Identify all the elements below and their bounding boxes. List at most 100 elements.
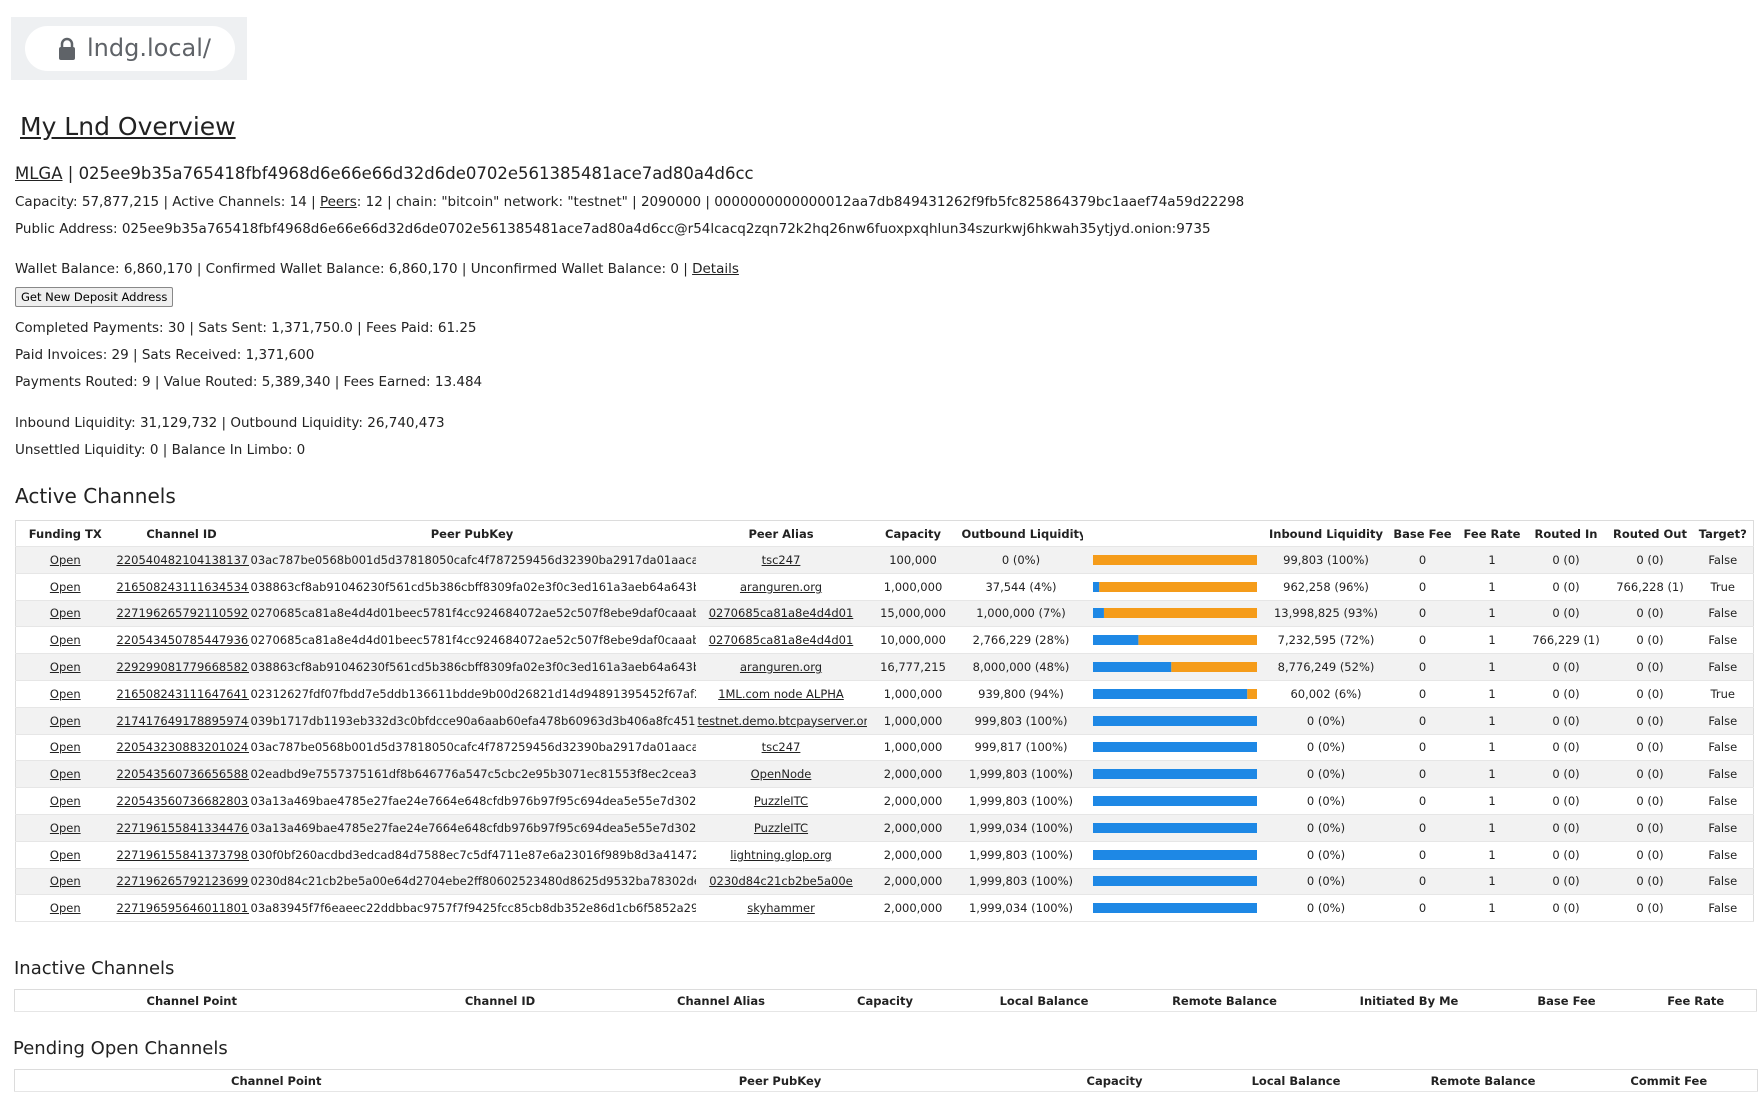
table-cell: 03a13a469bae4785e27fae24e7664e648cfdb976… xyxy=(249,814,696,841)
column-header: Base Fee xyxy=(1537,993,1596,1008)
lock-icon xyxy=(59,37,75,60)
cell-link[interactable]: 2271965956460118017 xyxy=(116,901,249,916)
page-title[interactable]: My Lnd Overview xyxy=(20,112,236,141)
table-cell: 0 (0) xyxy=(1525,547,1608,574)
cell-link[interactable]: Open xyxy=(49,606,81,621)
table-cell: 1 xyxy=(1460,895,1525,922)
table-cell: 038863cf8ab91046230f561cd5b386cbff8309fa… xyxy=(249,573,696,600)
cell-link[interactable]: OpenNode xyxy=(750,767,812,782)
cell-link[interactable]: Open xyxy=(49,686,81,701)
cell-text: 10,000,000 xyxy=(880,633,946,648)
cell-link[interactable]: Open xyxy=(49,633,81,648)
cell-text: 0 (0) xyxy=(1552,606,1580,621)
table-cell: 1,999,803 (100%) xyxy=(960,761,1083,788)
table-cell: 962,258 (96%) xyxy=(1267,573,1386,600)
cell-link[interactable]: lightning.glop.org xyxy=(730,847,832,862)
cell-text: 0 xyxy=(1418,820,1427,835)
cell-link[interactable]: Open xyxy=(49,874,81,889)
cell-link[interactable]: 0270685ca81a8e4d4d01 xyxy=(708,606,854,621)
cell-text: 1 xyxy=(1488,767,1496,782)
summary-line: Paid Invoices: 29 | Sats Received: 1,371… xyxy=(15,347,315,363)
cell-link[interactable]: 2271962657921236992 xyxy=(116,874,249,889)
table-cell: 02312627fdf07fbdd7e5ddb136611bdde9b00d26… xyxy=(249,680,696,707)
node-line: MLGA | 025ee9b35a765418fbf4968d6e66e66d3… xyxy=(15,164,754,183)
cell-link[interactable]: Open xyxy=(49,579,81,594)
cell-text: 0 (0) xyxy=(1636,901,1664,916)
cell-text: 2,000,000 xyxy=(883,901,943,916)
cell-text: 2,000,000 xyxy=(883,794,943,809)
cell-link[interactable]: Open xyxy=(49,767,81,782)
cell-link[interactable]: 1ML.com node ALPHA xyxy=(718,686,844,701)
table-cell: 0 xyxy=(1386,547,1460,574)
cell-link[interactable]: 2271961558413737985 xyxy=(116,847,249,862)
cell-link[interactable]: 2271962657921105921 xyxy=(116,606,249,621)
cell-link[interactable]: PuzzleITC xyxy=(753,820,809,835)
table-cell: 0 xyxy=(1386,895,1460,922)
inbound-bar xyxy=(1103,608,1257,619)
cell-link[interactable]: Open xyxy=(49,794,81,809)
cell-link[interactable]: Open xyxy=(49,660,81,675)
table-cell: False xyxy=(1693,868,1754,895)
table-cell: 2,000,000 xyxy=(867,895,960,922)
cell-link[interactable]: 2205432308832010240 xyxy=(116,740,249,755)
table-cell: Open xyxy=(16,734,115,761)
cell-link[interactable]: aranguren.org xyxy=(739,579,823,594)
cell-link[interactable]: PuzzleITC xyxy=(753,794,809,809)
header-row: Channel Point Peer PubKey Capacity Local Ba… xyxy=(14,1070,1758,1092)
table-cell: 0 xyxy=(1386,573,1460,600)
cell-text: 1 xyxy=(1488,713,1496,728)
peers-link[interactable]: Peers xyxy=(319,194,357,210)
table-cell: Open xyxy=(16,600,115,627)
details-link[interactable]: Details xyxy=(692,261,739,277)
deposit-button[interactable]: Get New Deposit Address xyxy=(15,287,174,307)
cell-text: 15,000,000 xyxy=(880,606,946,621)
cell-link[interactable]: 2292990817796685824 xyxy=(116,660,249,675)
table-cell: 0 (0) xyxy=(1608,547,1693,574)
column-header: Routed In xyxy=(1534,526,1598,541)
cell-link[interactable]: skyhammer xyxy=(747,901,815,916)
cell-link[interactable]: 2205434507854479360 xyxy=(116,633,249,648)
cell-link[interactable]: 2165082431116345345 xyxy=(116,579,249,594)
cell-link[interactable]: 0230d84c21cb2be5a00e xyxy=(709,874,853,889)
cell-link[interactable]: Open xyxy=(49,847,81,862)
bar-header xyxy=(1083,521,1267,547)
cell-link[interactable]: 2205404821041381376 xyxy=(116,552,249,567)
cell-link[interactable]: aranguren.org xyxy=(739,660,823,675)
address-bar: lndg.local/ xyxy=(11,17,247,80)
table-cell: 2,000,000 xyxy=(867,841,960,868)
cell-link[interactable]: 2205435607366828032 xyxy=(116,794,249,809)
cell-link[interactable]: tsc247 xyxy=(761,552,801,567)
cell-link[interactable]: 2165082431116476417 xyxy=(116,686,249,701)
cell-link[interactable]: Open xyxy=(49,740,81,755)
cell-link[interactable]: testnet.demo.btcpayserver.org xyxy=(697,713,867,728)
table-cell: 0 (0%) xyxy=(1267,707,1386,734)
table-cell: 1ML.com node ALPHA xyxy=(696,680,867,707)
outbound-bar xyxy=(1092,822,1257,833)
table-cell: 2271962657921236992 xyxy=(115,868,249,895)
table-cell: 0 xyxy=(1386,788,1460,815)
table-cell: 1 xyxy=(1460,814,1525,841)
cell-link[interactable]: 2174176491788959744 xyxy=(116,713,249,728)
cell-link[interactable]: tsc247 xyxy=(761,740,801,755)
table-cell: 1 xyxy=(1460,547,1525,574)
table-cell: 0 (0) xyxy=(1525,654,1608,681)
node-alias[interactable]: MLGA xyxy=(15,164,63,183)
url-field[interactable]: lndg.local/ xyxy=(25,26,235,71)
cell-link[interactable]: Open xyxy=(49,713,81,728)
table-cell: 60,002 (6%) xyxy=(1267,680,1386,707)
channel-row: Open 2165082431116476417 02312627fdf07fbdd… xyxy=(15,680,1754,708)
cell-link[interactable]: Open xyxy=(49,901,81,916)
table-cell: 939,800 (94%) xyxy=(960,680,1083,707)
cell-link[interactable]: Open xyxy=(49,820,81,835)
cell-link[interactable]: 2205435607366565889 xyxy=(116,767,249,782)
cell-link[interactable]: 0270685ca81a8e4d4d01 xyxy=(708,633,854,648)
cell-text: 1,000,000 xyxy=(883,740,943,755)
cell-text: 999,817 (100%) xyxy=(974,740,1068,755)
column-header: Routed Out xyxy=(1613,526,1687,541)
table-cell: 0 (0%) xyxy=(1267,761,1386,788)
section-heading: Inactive Channels xyxy=(14,958,175,979)
table-cell: 0 (0) xyxy=(1525,814,1608,841)
table-cell: 1,000,000 xyxy=(867,680,960,707)
cell-link[interactable]: Open xyxy=(49,552,81,567)
cell-link[interactable]: 2271961558413344769 xyxy=(116,820,249,835)
